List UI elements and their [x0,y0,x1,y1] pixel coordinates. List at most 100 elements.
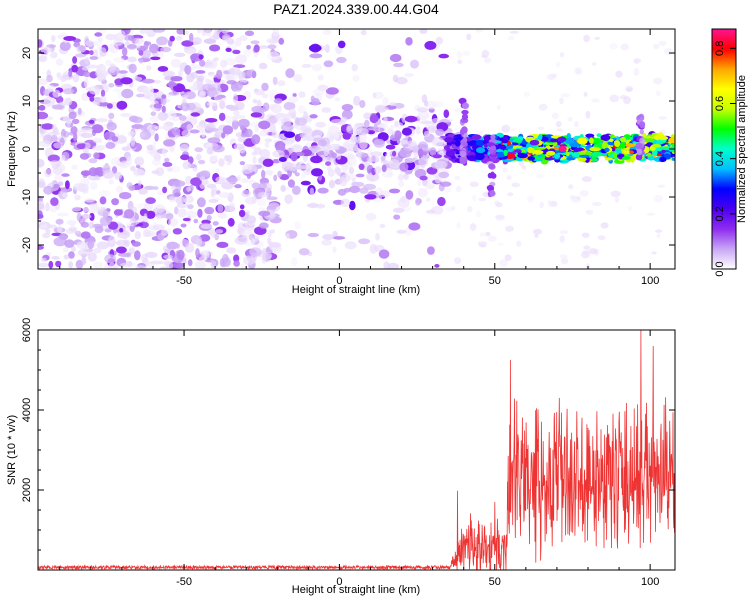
spectrogram-blob [639,121,646,129]
spectrogram-blob [76,212,82,222]
spectrogram-blob [94,226,104,234]
spectrogram-blob [539,201,544,209]
spectrogram-blob [186,114,195,123]
spectrogram-blob [415,125,421,135]
spectrogram-blob [597,235,606,241]
spectrogram-blob [590,127,600,135]
spectrogram-blob [118,70,128,74]
spectrogram-blob [178,115,187,121]
spectrogram-blob [404,73,414,77]
spectrogram-blob [298,91,306,98]
spectrogram-blob [509,30,519,34]
spectrogram-blob [221,181,234,190]
spectrogram-blob [140,49,151,59]
colorbar-tick-label: 0.0 [714,261,726,276]
spectrogram-blob [566,157,576,161]
spectrogram-blob [207,137,221,144]
spectrogram-blob [431,136,444,147]
spectrogram-blob [301,172,306,179]
spectrogram-blob [505,225,514,232]
spectrogram-blob [394,120,399,127]
spectrogram-blob [102,169,115,179]
y-tick-label: -20 [21,237,33,253]
spectrogram-blob [176,29,185,35]
spectrogram-blob [68,70,73,78]
spectrogram-blob [588,248,598,255]
spectrogram-blob [267,205,277,210]
spectrogram-blob [566,133,571,139]
spectrogram-blob [359,139,368,150]
spectrogram-blob [194,260,206,269]
spectrogram-blob [184,243,195,253]
spectrogram-blob [455,185,462,193]
spectrogram-blob [518,160,525,166]
spectrogram-blob [457,59,463,65]
spectrogram-blob [317,139,327,147]
x-tick-label: 50 [489,275,501,287]
spectrogram-blob [226,247,237,254]
spectrogram-blob [234,81,244,91]
spectrogram-blob [220,59,227,68]
spectrogram-blob [81,214,92,219]
spectrogram-blob [48,260,54,269]
spectrogram-blob [559,235,565,243]
spectrogram-blob [417,178,422,187]
spectrogram-blob [176,202,189,209]
spectrogram-blob [234,236,248,245]
spectrogram-blob [38,39,43,48]
spectrogram-blob [285,68,295,79]
spectrogram-blob [658,116,667,120]
spectrogram-blob [378,124,390,135]
spectrogram-blob [583,245,591,250]
spectrogram-blob [169,35,175,42]
spectrogram-blob [657,135,669,141]
spectrogram-blob [630,155,635,163]
spectrogram-blob [62,192,69,198]
spectrogram-blob [575,195,581,200]
spectrogram-blob [131,116,143,124]
spectrogram-blob [516,240,522,247]
spectrogram-blob [180,154,190,161]
spectrogram-blob [389,53,402,63]
spectrogram-blob [173,52,186,58]
spectrogram-blob [61,154,66,162]
spectrogram-blob [232,110,240,116]
spectrogram-blob [38,104,46,111]
spectrogram-blob [233,260,240,267]
spectrogram-blob [461,102,470,110]
spectrogram-blob [62,88,74,95]
spectrogram-blob [243,255,255,266]
spectrogram-blob [144,251,158,258]
spectrogram-blob [328,179,336,189]
spectrogram-blob [393,214,401,220]
spectrogram-blob [499,259,509,268]
spectrogram-blob [353,95,361,106]
spectrogram-blob [208,127,219,132]
spectrogram-blob [579,190,589,197]
spectrogram-blob [212,32,221,40]
spectrogram-blob [167,110,177,121]
snr-panel: -50 0 50 100 2000 4000 6000 Height of straigh… [6,318,676,596]
spectrogram-blob [418,120,430,125]
spectrogram-blob [547,199,552,206]
spectrogram-blob [323,60,334,68]
spectrogram-blob [45,228,51,235]
spectrogram-blob [162,186,168,194]
spectrogram-blob [253,44,260,53]
spectrogram-blob [84,198,95,203]
spectrogram-blob [96,241,110,250]
spectrogram-blob [47,154,60,163]
spectrogram-blob [82,207,89,213]
spectrogram-blob [232,117,238,122]
snr-y-label: SNR (10 * v/v) [6,415,18,485]
spectrogram-blob [64,97,73,106]
spectrogram-blob [307,232,319,238]
spectrogram-blob [278,37,285,45]
spectrogram-blob [585,209,594,215]
spectrogram-blob [38,55,48,63]
spectrogram-blob [235,54,247,64]
x-tick-label: 50 [489,576,501,588]
spectrogram-blob [385,152,399,158]
spectrogram-blob [190,112,201,117]
spectrogram-blob [172,228,183,235]
